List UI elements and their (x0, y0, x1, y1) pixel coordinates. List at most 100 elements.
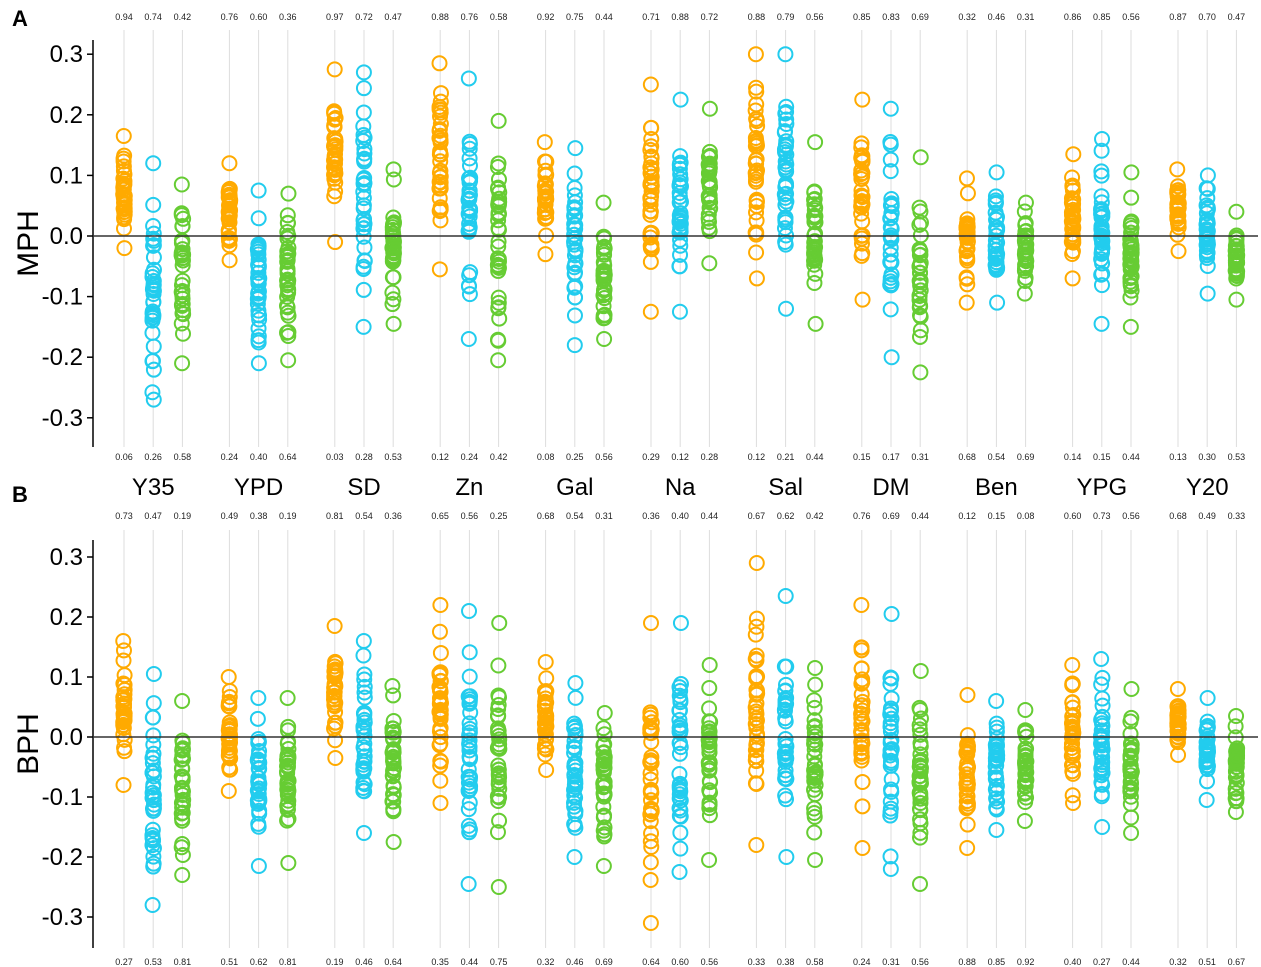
data-point (882, 134, 899, 151)
data-point (911, 247, 928, 264)
data-point (144, 830, 161, 847)
data-point (432, 710, 449, 727)
data-point (280, 324, 297, 341)
data-point (567, 289, 584, 306)
data-point (1170, 702, 1187, 719)
data-point (490, 262, 507, 279)
data-point (1169, 226, 1186, 243)
data-point (432, 672, 449, 689)
data-point (1227, 252, 1244, 269)
top-annotation: 0.71 (642, 12, 660, 22)
data-point (988, 257, 1005, 274)
data-point (748, 270, 765, 287)
data-point (1169, 189, 1186, 206)
data-point (327, 655, 344, 672)
data-point (431, 690, 448, 707)
y-tick-label: -0.1 (42, 784, 83, 811)
data-point (987, 242, 1004, 259)
data-point (596, 246, 613, 263)
bottom-annotation: 0.28 (701, 452, 719, 462)
data-point (1122, 725, 1139, 742)
panel-letter: A (12, 6, 28, 31)
data-point (912, 364, 929, 381)
data-point (145, 277, 162, 294)
data-point (537, 685, 554, 702)
data-point (251, 270, 268, 287)
data-point (116, 204, 133, 221)
data-point (327, 234, 344, 251)
data-point (432, 795, 449, 811)
data-point (385, 786, 402, 803)
data-point (1169, 731, 1186, 748)
data-point (173, 176, 190, 193)
bottom-annotation: 0.29 (642, 452, 660, 462)
data-point (356, 170, 373, 187)
data-point (1064, 177, 1081, 194)
data-point (671, 735, 688, 752)
data-point (567, 264, 584, 281)
bottom-annotation: 0.14 (1064, 452, 1082, 462)
data-point (1170, 243, 1187, 260)
data-point (115, 633, 132, 649)
data-point (460, 223, 477, 240)
data-point (596, 788, 613, 805)
data-point (701, 800, 718, 817)
data-point (431, 55, 448, 72)
data-point (490, 707, 507, 724)
data-point (596, 726, 613, 743)
data-point (145, 855, 162, 872)
data-point (279, 759, 296, 776)
data-point (671, 807, 688, 824)
data-point (1228, 229, 1245, 246)
data-point (567, 207, 584, 224)
top-annotation: 0.74 (144, 12, 162, 22)
data-point (989, 294, 1006, 311)
data-point (490, 253, 507, 270)
top-annotation: 0.56 (1122, 511, 1140, 521)
data-point (280, 185, 297, 202)
bottom-annotation: 0.13 (1169, 452, 1187, 462)
data-point (461, 603, 478, 619)
top-annotation: 0.54 (355, 511, 373, 521)
data-point (431, 101, 448, 118)
data-point (490, 696, 507, 713)
data-point (988, 769, 1005, 786)
data-point (537, 162, 554, 179)
data-point (326, 698, 343, 715)
data-point (144, 789, 161, 806)
data-point (490, 238, 507, 255)
bottom-annotation: 0.38 (777, 957, 795, 967)
data-point (461, 644, 478, 661)
data-point (432, 153, 449, 170)
bottom-annotation: 0.51 (221, 957, 239, 967)
data-point (326, 618, 343, 634)
data-point (491, 205, 508, 222)
data-point (701, 782, 718, 799)
data-point (807, 676, 824, 693)
bottom-annotation: 0.92 (1017, 957, 1035, 967)
data-point (882, 254, 899, 271)
data-point (460, 70, 477, 87)
data-point (1016, 260, 1033, 277)
bottom-annotation: 0.67 (1228, 957, 1246, 967)
data-point (384, 744, 401, 761)
data-point (356, 776, 373, 793)
data-point (671, 864, 688, 880)
data-point (882, 209, 899, 226)
data-point (1198, 740, 1215, 757)
data-point (1228, 753, 1245, 770)
data-point (1122, 318, 1139, 335)
data-point (432, 757, 449, 774)
bottom-annotation: 0.53 (1228, 452, 1246, 462)
data-point (327, 704, 344, 721)
data-point (356, 145, 373, 162)
data-point (145, 249, 162, 266)
data-point (461, 286, 478, 303)
data-point (145, 261, 162, 278)
data-point (778, 98, 795, 115)
data-point (115, 185, 132, 202)
data-point (988, 211, 1005, 228)
data-point (144, 384, 161, 401)
data-point (280, 855, 297, 871)
top-annotation: 0.68 (537, 511, 555, 521)
